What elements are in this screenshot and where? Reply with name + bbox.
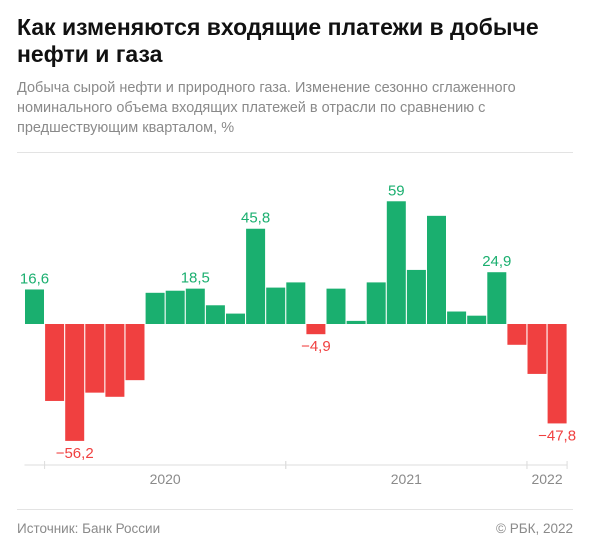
bar xyxy=(346,320,366,324)
bar xyxy=(145,292,165,324)
year-label: 2020 xyxy=(150,471,181,487)
bar xyxy=(205,305,225,324)
bar xyxy=(105,324,125,397)
bar-chart: 16,6 −56,2 18,5 45,8 −4,9 59 24,9 −47,8 2020 2021… xyxy=(20,182,576,487)
bar xyxy=(65,324,85,441)
bar xyxy=(406,269,426,324)
chart-subtitle: Добыча сырой нефти и природного газа. Из… xyxy=(17,80,516,136)
bar xyxy=(85,324,105,393)
data-label: 59 xyxy=(388,182,405,199)
bar xyxy=(447,311,467,324)
bar xyxy=(467,315,487,324)
bottom-divider xyxy=(17,509,573,510)
bar xyxy=(527,324,547,374)
bar xyxy=(165,290,185,324)
data-label: 45,8 xyxy=(241,210,270,227)
year-label: 2022 xyxy=(531,471,562,487)
chart-title: Как изменяются входящие платежи в добыче… xyxy=(17,14,539,67)
top-divider xyxy=(17,152,573,153)
bar xyxy=(125,324,145,381)
bar xyxy=(386,201,406,324)
bar xyxy=(266,287,286,324)
bar xyxy=(507,324,527,345)
bar xyxy=(286,282,306,324)
data-label: 24,9 xyxy=(482,253,511,270)
bar xyxy=(306,324,326,335)
bar xyxy=(45,324,65,401)
data-label: 16,6 xyxy=(20,270,49,287)
bar xyxy=(366,282,386,324)
data-label: −47,8 xyxy=(538,427,576,444)
bar xyxy=(25,289,44,324)
data-label: 18,5 xyxy=(181,270,210,287)
data-label: −4,9 xyxy=(301,338,331,355)
copyright-note: © РБК, 2022 xyxy=(496,521,573,536)
data-label: −56,2 xyxy=(56,445,94,462)
bar xyxy=(487,272,507,324)
bar xyxy=(246,228,266,324)
bar xyxy=(547,324,567,424)
year-label: 2021 xyxy=(391,471,422,487)
bar xyxy=(226,313,245,324)
bar xyxy=(427,215,446,324)
bar xyxy=(326,288,346,324)
source-note: Источник: Банк России xyxy=(17,521,161,536)
bar xyxy=(185,288,205,324)
